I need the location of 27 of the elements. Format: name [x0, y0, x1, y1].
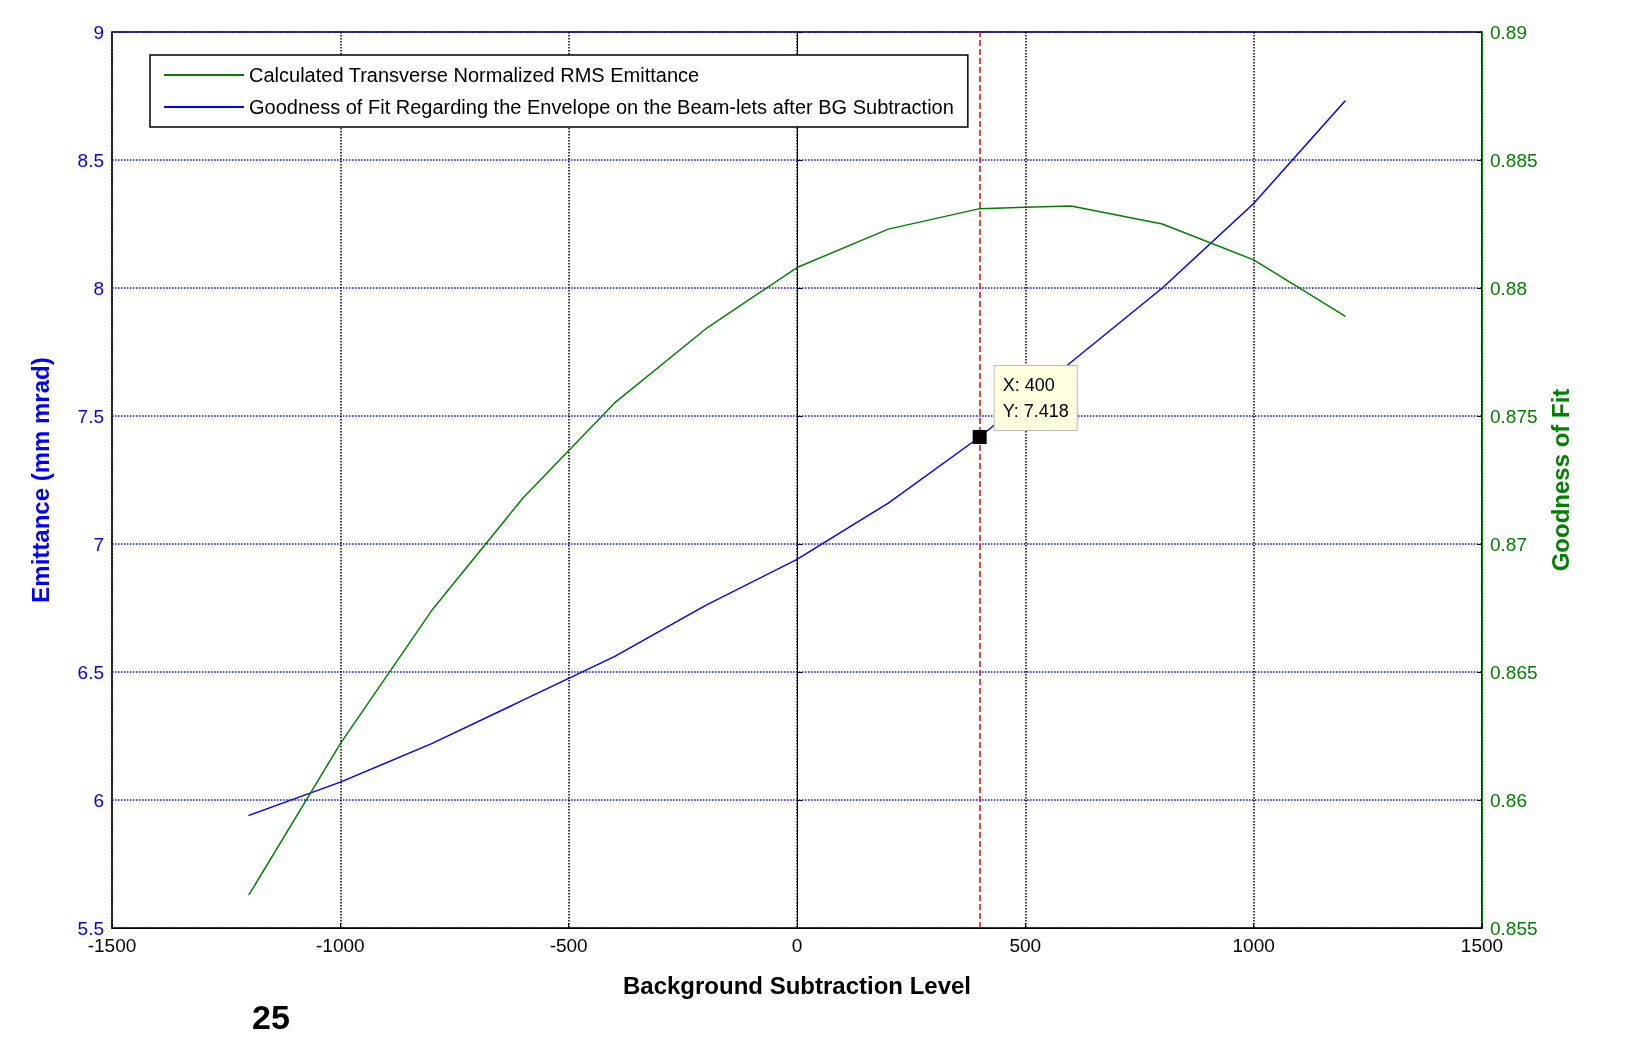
x-axis-title: Background Subtraction Level	[622, 971, 972, 999]
legend-label: Calculated Transverse Normalized RMS Emittance	[249, 64, 700, 86]
x-tick-label: 0	[791, 935, 803, 956]
y-tick-label: 7.5	[77, 405, 104, 427]
y-axis-title: Emittance (mm mrad)	[26, 357, 54, 603]
y2-tick-label: 0.87	[1490, 533, 1527, 555]
y-tick-label: 6	[93, 789, 104, 811]
x-tick-label: -1000	[316, 935, 365, 956]
line-series	[248, 205, 1346, 896]
legend-label: Goodness of Fit Regarding the Envelope on the Beam-lets after BG Subtraction	[249, 96, 954, 118]
x-tick-label: 1000	[1232, 935, 1275, 956]
y-tick-label: 6.5	[77, 661, 104, 683]
x-tick-label: 500	[1009, 935, 1042, 956]
y2-axis-title: Goodness of Fit	[1546, 388, 1574, 572]
y2-tick-label: 0.86	[1490, 789, 1527, 811]
x-tick-label: -500	[549, 935, 588, 956]
y-tick-label: 9	[93, 21, 104, 43]
y2-tick-label: 0.885	[1490, 149, 1538, 171]
y2-tick-label: 0.865	[1490, 661, 1538, 683]
y2-tick-label: 0.88	[1490, 277, 1527, 299]
y2-tick-label: 0.875	[1490, 405, 1538, 427]
annotation: X: 400 Y: 7.418	[1002, 374, 1069, 421]
y-tick-label: 8.5	[77, 149, 104, 171]
y2-tick-label: 0.89	[1490, 21, 1527, 43]
y-tick-label: 8	[93, 277, 104, 299]
text: 25	[252, 998, 290, 1036]
y-tick-label: 7	[93, 533, 104, 555]
